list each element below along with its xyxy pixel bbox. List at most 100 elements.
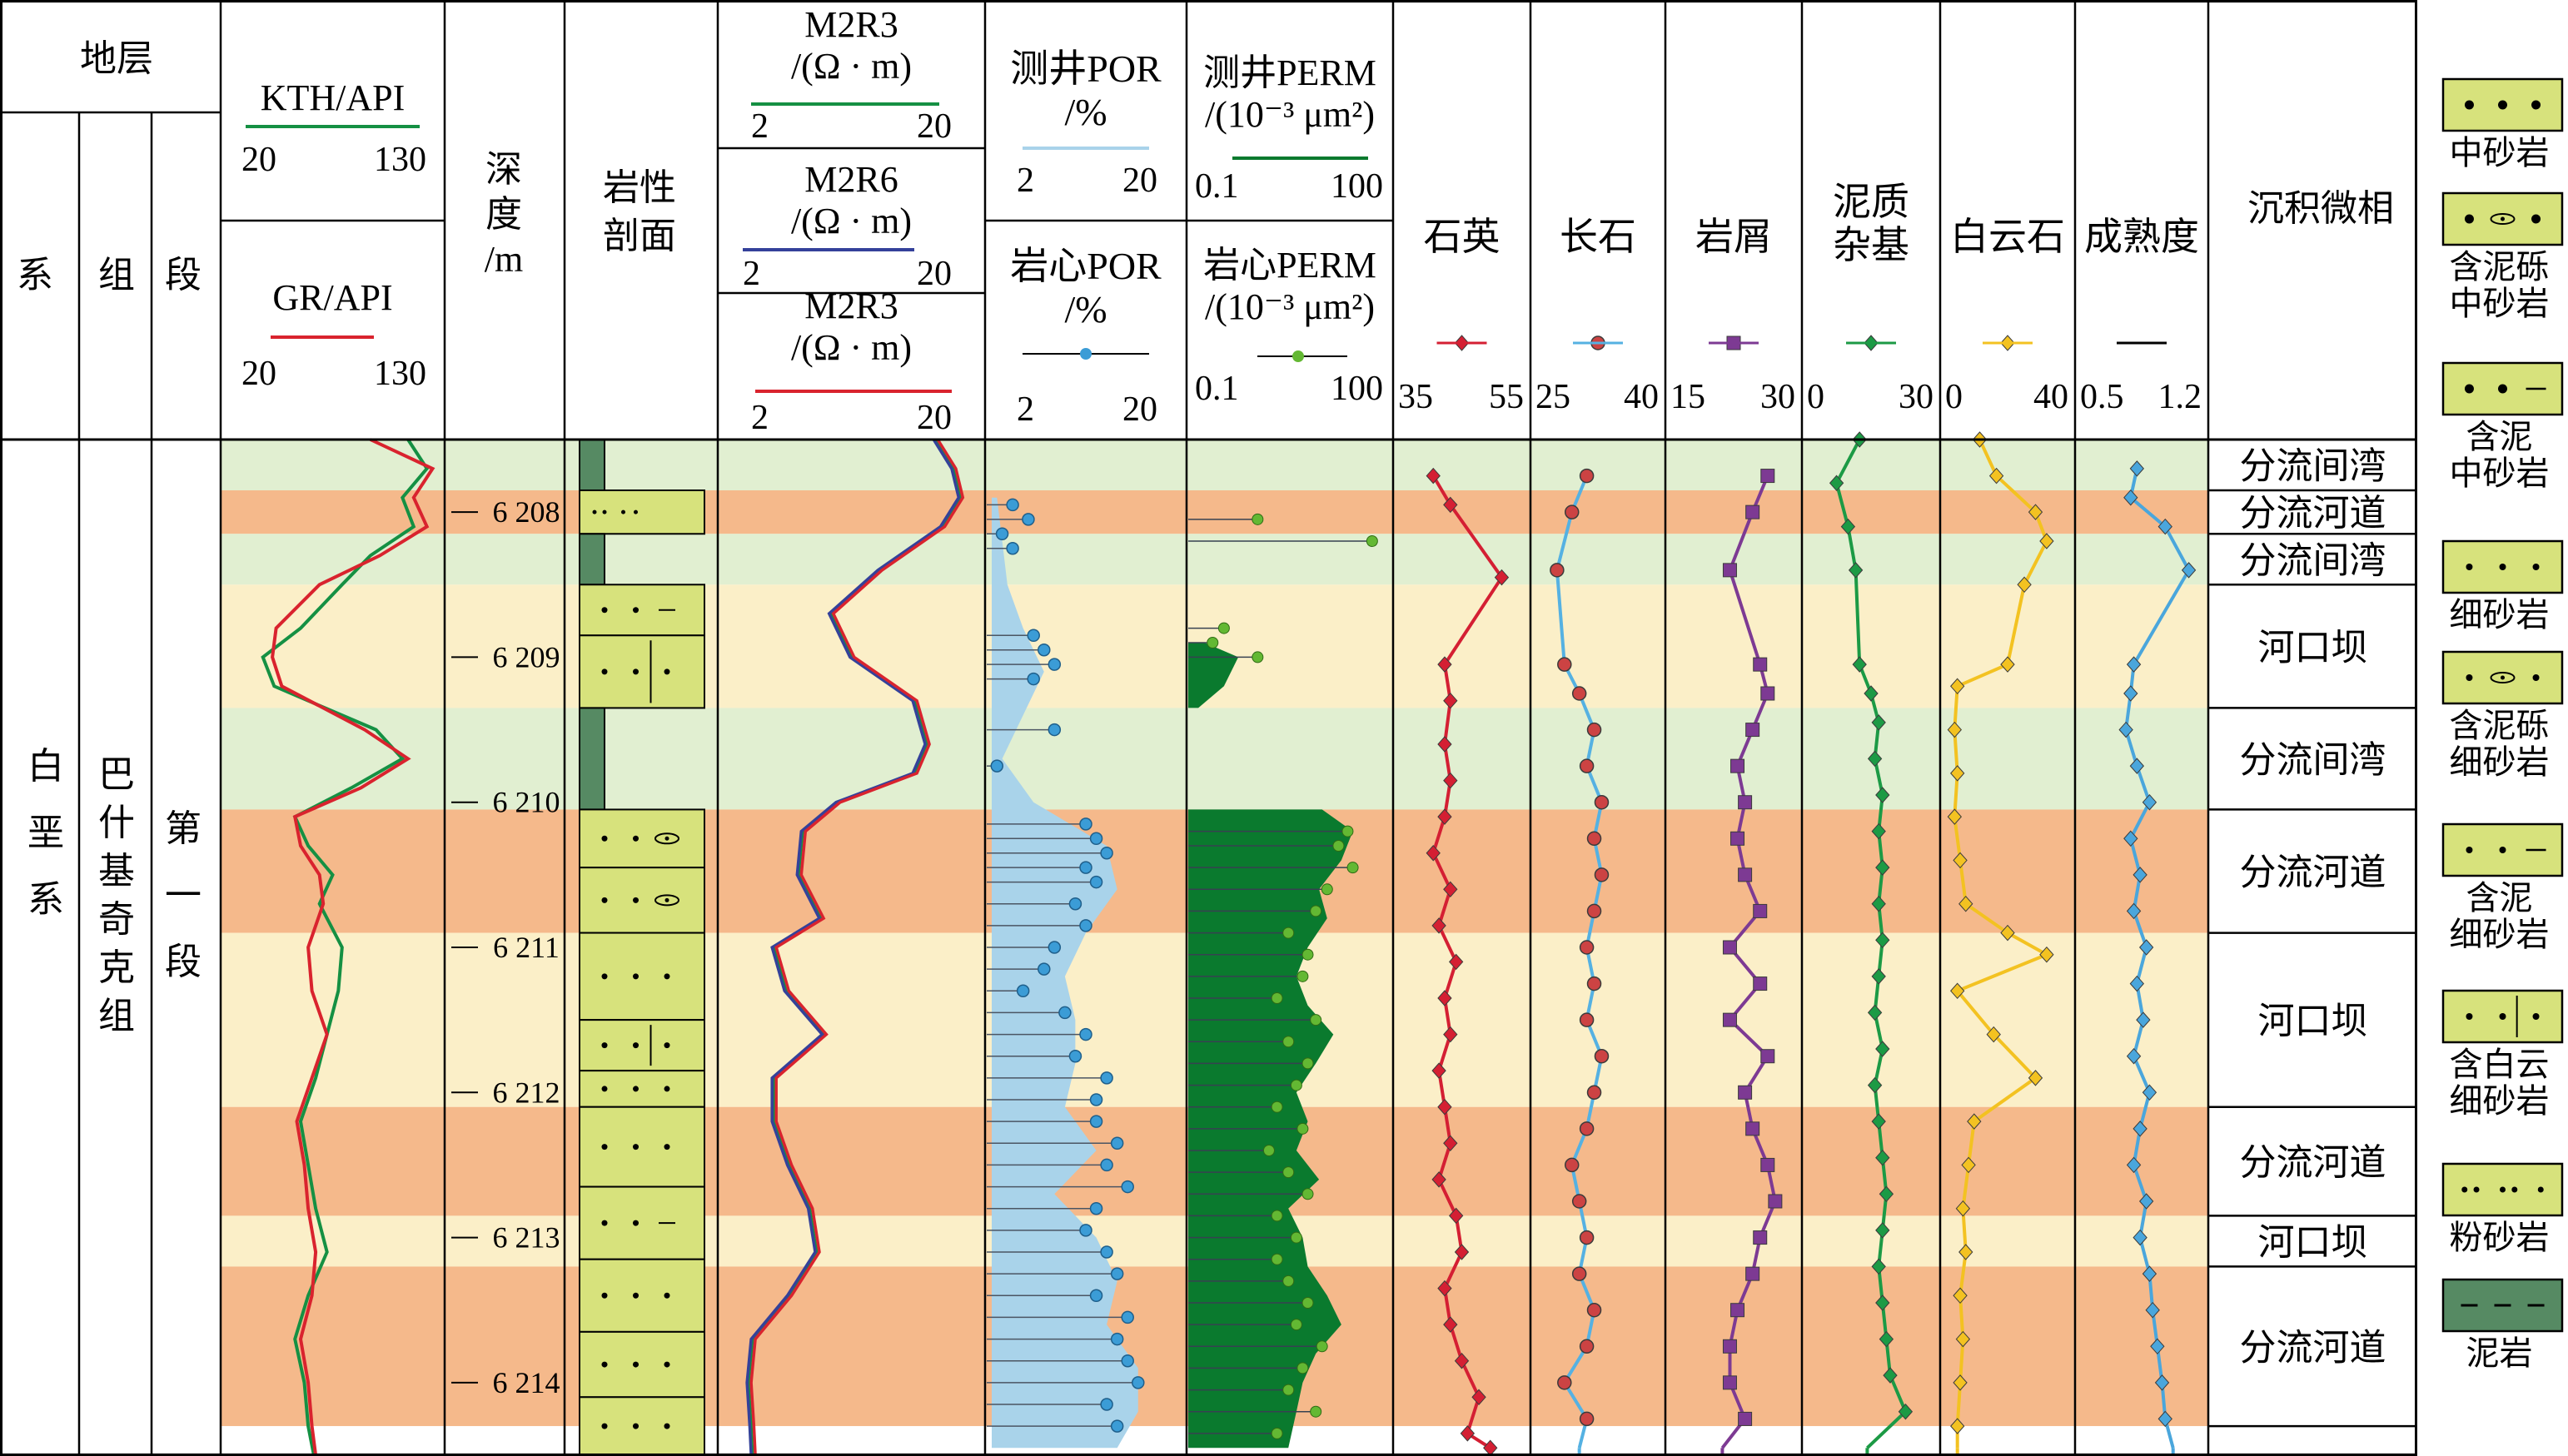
- petrology-point: [1871, 822, 1886, 840]
- legend-dot: [2499, 1013, 2506, 1020]
- petrology-point: [1953, 1287, 1968, 1304]
- petrology-point: [2142, 1084, 2157, 1101]
- petrology-point: [1579, 940, 1595, 955]
- lith-dot: [601, 1086, 608, 1092]
- legend-dot: [2499, 564, 2506, 570]
- petrology-scale: 40: [1624, 378, 1659, 416]
- petrology-point: [1871, 895, 1886, 912]
- petrology-point: [2129, 460, 2145, 477]
- core-perm-point: [1301, 1057, 1314, 1070]
- legend-label: 中砂岩: [2450, 134, 2550, 171]
- petrology-label: 长石: [1560, 216, 1636, 258]
- petrology-point: [2138, 939, 2154, 956]
- core-perm-point: [1282, 1036, 1295, 1048]
- facies-label: 分流河道: [2240, 852, 2386, 893]
- legend-label: 含泥: [2466, 879, 2533, 917]
- resistivity-curve-2: [745, 439, 961, 1456]
- core-perm-point: [1332, 840, 1345, 852]
- lith-silt-dot: [621, 509, 625, 514]
- legend-dot: [2498, 100, 2507, 110]
- petrology-point: [2181, 562, 2197, 579]
- lithology-bed: [579, 707, 605, 811]
- petrology-point: [2126, 656, 2142, 673]
- facies-label: 分流河道: [2240, 1142, 2386, 1183]
- member-value: 一: [165, 875, 202, 916]
- petrology-point: [1871, 968, 1886, 985]
- petrology-point: [1875, 1222, 1890, 1239]
- petrology-point: [2123, 830, 2138, 847]
- petrology-point: [1955, 1330, 1971, 1348]
- gr-scale: 130: [374, 355, 426, 393]
- lith-dot: [633, 1220, 639, 1226]
- petrology-point: [1437, 1098, 1452, 1116]
- core-perm-point: [1217, 622, 1230, 634]
- petrology-scale: 0: [1807, 378, 1824, 416]
- core-por-point: [1068, 897, 1082, 911]
- core-por-point: [1089, 832, 1103, 846]
- lith-pebble: [654, 832, 679, 845]
- petrology-point: [1437, 990, 1452, 1006]
- petrology-scale: 30: [1899, 378, 1933, 416]
- kth-curve: [261, 438, 430, 1456]
- core-perm-point: [1296, 970, 1309, 982]
- lith-pebble: [654, 894, 679, 907]
- petrology-point: [1579, 468, 1595, 484]
- petrology-point: [2133, 867, 2147, 883]
- legend-dot: [2532, 674, 2540, 681]
- formation-value: 组: [98, 996, 135, 1036]
- petrology-point: [2123, 685, 2138, 702]
- lithology-bed: [579, 533, 605, 586]
- petrology-point: [1738, 795, 1753, 810]
- petrology-point: [1443, 692, 1458, 709]
- lithology-header-line1: 岩性: [603, 167, 676, 208]
- legend-label: 含白云: [2450, 1046, 2550, 1083]
- petrology-point: [1760, 686, 1775, 701]
- petrology-point: [1586, 903, 1602, 919]
- petrology-scale: 30: [1760, 378, 1795, 416]
- depth-tick-label: 6 213: [493, 1221, 560, 1255]
- petrology-point: [1867, 1004, 1883, 1021]
- depth-tick-label: 6 209: [493, 640, 560, 673]
- core-perm-point: [1316, 1340, 1328, 1353]
- lithology-bed: [579, 439, 605, 491]
- petrology-point: [1958, 895, 1973, 912]
- petrology-point: [2017, 576, 2032, 594]
- facies-label: 河口坝: [2258, 627, 2368, 668]
- petrology-point: [1454, 1244, 1470, 1260]
- formation-value: 基: [98, 851, 135, 892]
- facies-label: 分流间湾: [2240, 540, 2386, 581]
- lith-dot: [633, 1144, 639, 1150]
- petrology-point: [1867, 1076, 1883, 1094]
- legend-marker: [1292, 350, 1304, 362]
- petrology-point: [1594, 794, 1610, 810]
- petrology-point: [1437, 808, 1452, 825]
- petrology-point: [2028, 504, 2043, 520]
- petrology-point: [1852, 656, 1867, 673]
- core-por-point: [1079, 1027, 1092, 1041]
- m2r6-scale: 2: [743, 255, 760, 293]
- core-por-point: [1089, 1201, 1103, 1215]
- lithology-header-line2: 剖面: [603, 216, 676, 256]
- lith-dot: [601, 668, 608, 675]
- core-perm-point: [1271, 992, 1283, 1004]
- lithology-bed: [579, 932, 705, 1021]
- petrology-point: [1753, 903, 1768, 918]
- petrology-point: [1953, 1374, 1968, 1391]
- formation-value: 克: [98, 947, 135, 988]
- petrology-point: [1571, 1266, 1587, 1281]
- depth-tick-label: 6 211: [493, 931, 560, 964]
- petrology-point: [1586, 722, 1602, 738]
- lith-dot: [633, 668, 639, 675]
- facies-label: 河口坝: [2258, 1222, 2368, 1263]
- core-por-point: [990, 759, 1004, 773]
- petrology-point: [1875, 787, 1890, 803]
- core-perm-point: [1282, 1384, 1295, 1396]
- lithology-bed: [579, 489, 705, 535]
- formation-value: 巴: [98, 754, 135, 795]
- petrology-scale: 1.2: [2158, 378, 2202, 416]
- facies-label: 分流间湾: [2240, 446, 2386, 487]
- petrology-point: [2154, 1374, 2170, 1391]
- petrology-point: [1745, 1121, 1760, 1136]
- petrology-scale: 35: [1398, 378, 1433, 416]
- m2r6-scale: 20: [917, 255, 952, 293]
